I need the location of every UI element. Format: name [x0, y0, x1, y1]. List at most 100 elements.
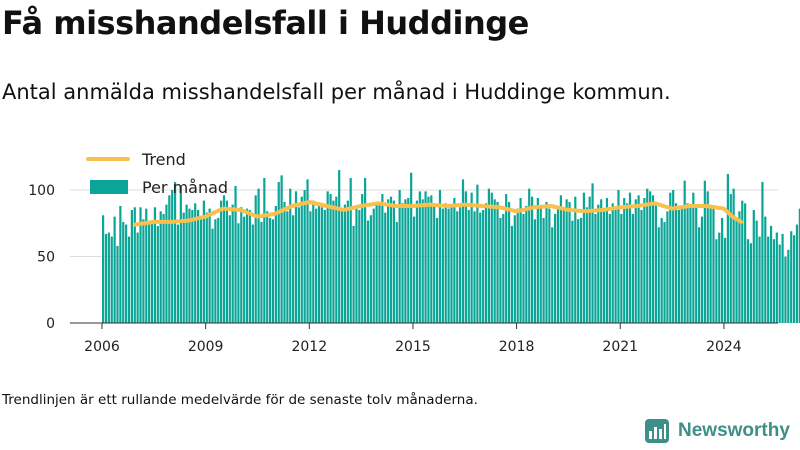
bar — [315, 208, 318, 323]
bar — [640, 209, 643, 323]
bar — [651, 195, 655, 323]
brand-logo: Newsworthy — [644, 418, 790, 444]
bar — [142, 219, 145, 323]
bar — [689, 207, 692, 323]
bar — [620, 213, 623, 323]
bar — [384, 212, 387, 323]
bar — [309, 211, 312, 323]
x-tick-label: 2024 — [706, 339, 742, 355]
bar — [666, 211, 669, 323]
bar — [122, 221, 125, 323]
bar — [389, 196, 393, 323]
bar — [697, 227, 701, 323]
bar — [289, 188, 292, 323]
bar — [528, 188, 531, 323]
bar — [240, 207, 243, 323]
bar — [421, 199, 424, 323]
y-tick-label: 50 — [37, 250, 55, 266]
y-tick-label: 0 — [46, 316, 55, 332]
x-tick-label: 2009 — [188, 339, 224, 355]
bar — [369, 215, 372, 323]
bar — [150, 220, 154, 323]
bar-series — [102, 170, 800, 323]
bar — [199, 219, 203, 323]
bar — [672, 190, 675, 323]
bar — [171, 190, 174, 323]
bar — [602, 208, 606, 323]
bar — [410, 172, 413, 323]
bar — [723, 237, 727, 323]
bar — [306, 179, 309, 323]
bar — [490, 192, 493, 323]
bar — [778, 244, 781, 323]
bar — [110, 236, 113, 323]
bar — [646, 188, 649, 323]
bar — [775, 232, 778, 323]
bar — [188, 208, 191, 323]
bar — [159, 211, 162, 323]
y-tick-label: 100 — [28, 183, 55, 199]
bar — [744, 203, 747, 323]
chart-subtitle: Antal anmälda misshandelsfall per månad … — [2, 80, 671, 104]
bar — [461, 179, 465, 323]
bar — [211, 228, 214, 323]
bar — [208, 208, 211, 323]
bar — [280, 175, 283, 323]
bar — [243, 216, 246, 323]
x-tick-label: 2006 — [84, 339, 120, 355]
bar — [456, 211, 459, 323]
bar — [139, 207, 142, 323]
bar — [545, 201, 548, 323]
x-tick-label: 2012 — [291, 339, 327, 355]
bar — [251, 224, 254, 323]
legend-bar-label: Per månad — [142, 178, 228, 197]
chart-area: 2006 2009 2012 2015 2018 2021 2024 0 50 100 Tren… — [28, 150, 800, 355]
bar — [715, 239, 718, 323]
bar — [424, 191, 427, 323]
bar — [398, 190, 401, 323]
bar — [378, 203, 381, 323]
bar — [597, 204, 600, 323]
bar — [401, 203, 404, 323]
bar — [191, 209, 194, 323]
bar — [202, 200, 205, 323]
bar — [522, 213, 525, 323]
bar — [579, 217, 583, 323]
trend-line — [133, 200, 744, 227]
bar — [407, 197, 410, 323]
bar — [217, 217, 220, 323]
bar — [153, 207, 157, 323]
bar — [372, 208, 375, 323]
bar — [303, 190, 306, 323]
bar — [194, 203, 197, 323]
bar — [286, 211, 289, 323]
bar — [781, 233, 784, 323]
bar — [795, 224, 799, 323]
bar — [787, 249, 790, 323]
bar — [329, 193, 332, 323]
bar — [148, 223, 151, 323]
bar — [614, 208, 617, 323]
bar — [533, 219, 537, 323]
bar — [709, 204, 712, 323]
bar — [726, 174, 729, 323]
bar — [772, 239, 776, 323]
bar — [453, 197, 456, 323]
bar — [582, 192, 586, 323]
gridlines — [70, 189, 778, 257]
bar — [427, 196, 430, 323]
bar — [361, 193, 364, 323]
bar — [551, 227, 554, 323]
bar — [366, 220, 370, 323]
bar — [266, 211, 269, 323]
bar — [179, 186, 182, 323]
bar — [176, 224, 180, 323]
bar — [507, 201, 511, 323]
bar — [375, 201, 378, 323]
bar — [706, 191, 709, 323]
bar — [447, 208, 450, 323]
bar — [248, 209, 252, 323]
bar — [493, 199, 496, 323]
bar — [764, 216, 767, 323]
legend-bar-swatch — [90, 180, 128, 194]
